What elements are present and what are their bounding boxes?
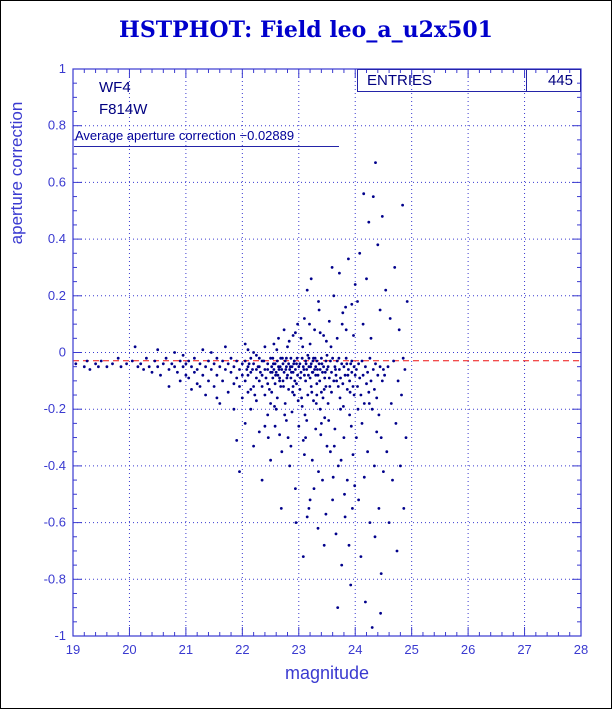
x-axis-title: magnitude: [285, 663, 369, 683]
svg-text:-0.8: -0.8: [44, 571, 66, 586]
scatter-points: [74, 161, 409, 629]
svg-text:20: 20: [122, 642, 136, 657]
svg-text:26: 26: [461, 642, 475, 657]
y-axis-title: aperture correction: [7, 102, 26, 245]
svg-text:22: 22: [235, 642, 249, 657]
svg-text:0.6: 0.6: [48, 174, 66, 189]
page-title: HSTPHOT: Field leo_a_u2x501: [119, 17, 493, 43]
svg-text:24: 24: [348, 642, 362, 657]
svg-text:19: 19: [66, 642, 80, 657]
entries-label: ENTRIES: [367, 72, 433, 89]
average-correction-note: Average aperture correction −0.02889: [74, 128, 339, 147]
svg-text:0: 0: [59, 345, 66, 360]
svg-text:-0.4: -0.4: [44, 458, 66, 473]
svg-text:-1: -1: [54, 628, 66, 643]
axes-frame: [72, 68, 582, 637]
svg-text:-0.2: -0.2: [44, 401, 66, 416]
filter-label: F814W: [99, 101, 148, 118]
svg-text:23: 23: [292, 642, 306, 657]
camera-label: WF4: [99, 79, 131, 96]
camera-filter-labels: WF4 F814W: [99, 77, 147, 121]
svg-text:1: 1: [59, 61, 66, 76]
entries-value: 445: [526, 70, 580, 91]
svg-text:0.2: 0.2: [48, 288, 66, 303]
svg-text:0.4: 0.4: [48, 231, 66, 246]
stats-box: ENTRIES 445: [357, 69, 581, 92]
svg-text:25: 25: [404, 642, 418, 657]
grid-lines: [73, 69, 581, 636]
svg-text:28: 28: [574, 642, 588, 657]
svg-text:-0.6: -0.6: [44, 515, 66, 530]
svg-text:21: 21: [179, 642, 193, 657]
svg-text:27: 27: [517, 642, 531, 657]
svg-text:0.8: 0.8: [48, 118, 66, 133]
tick-labels: 19 20 21 22 23 24 25 26 27 28 -1 -0.8 -0.6 -0.4 -0.2 0 0…: [44, 61, 589, 657]
